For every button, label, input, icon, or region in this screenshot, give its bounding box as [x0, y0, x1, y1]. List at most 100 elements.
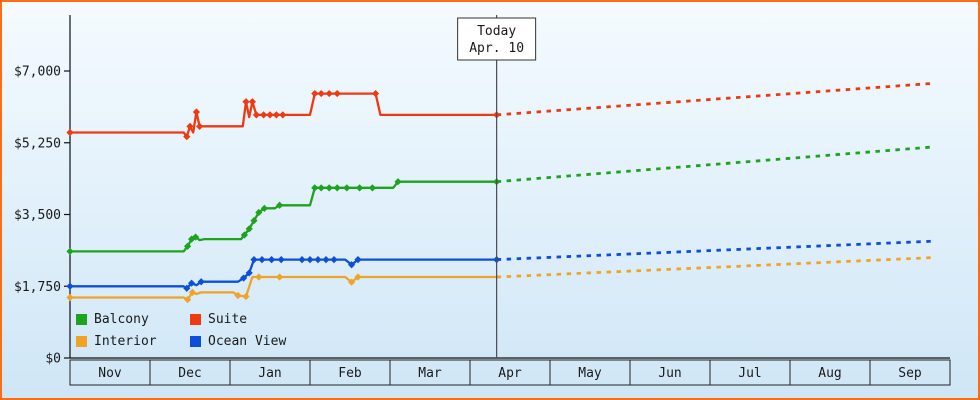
series-forecast-ocean-view — [496, 239, 935, 261]
series-forecast-balcony — [496, 145, 935, 184]
data-point-ocean-view — [250, 256, 258, 264]
data-point-ocean-view — [314, 256, 322, 264]
legend-item-balcony: Balcony — [76, 312, 190, 327]
y-tick-label: $3,500 — [14, 208, 61, 223]
legend-swatch-ocean-view — [190, 336, 201, 347]
data-point-suite — [311, 89, 319, 98]
series-forecast-suite — [496, 81, 935, 117]
legend-swatch-interior — [76, 336, 87, 347]
legend-label-suite: Suite — [208, 312, 248, 327]
data-point-ocean-view — [330, 256, 338, 264]
legend-swatch-balcony — [76, 314, 87, 325]
data-point-interior — [188, 288, 196, 296]
y-tick-label: $0 — [45, 352, 61, 367]
data-point-interior — [276, 273, 284, 281]
data-point-ocean-view — [322, 256, 330, 264]
x-axis-label-apr: Apr — [498, 366, 522, 381]
data-point-interior — [66, 293, 74, 302]
x-axis-label-feb: Feb — [338, 366, 362, 381]
legend-label-ocean-view: Ocean View — [208, 334, 287, 349]
data-point-balcony — [311, 184, 319, 192]
data-point-balcony — [368, 184, 376, 192]
series-line-interior — [68, 275, 498, 301]
data-point-suite — [325, 89, 333, 98]
data-point-ocean-view — [348, 261, 356, 269]
data-point-suite — [66, 128, 74, 137]
data-point-balcony — [343, 184, 351, 192]
data-point-balcony — [66, 247, 74, 255]
data-point-ocean-view — [183, 284, 191, 292]
x-axis-label-jan: Jan — [258, 366, 281, 381]
legend-item-ocean-view: Ocean View — [190, 334, 286, 349]
data-point-ocean-view — [306, 256, 314, 264]
x-axis-label-nov: Nov — [98, 366, 122, 381]
data-point-balcony — [245, 225, 253, 233]
series-forecast-interior — [496, 256, 935, 279]
x-axis-label-jul: Jul — [738, 366, 761, 381]
data-point-ocean-view — [240, 274, 248, 282]
data-point-suite — [272, 111, 280, 119]
data-point-ocean-view — [354, 256, 362, 264]
series-line-balcony — [68, 180, 498, 253]
data-point-balcony — [250, 217, 258, 225]
series-line-ocean-view — [68, 258, 498, 290]
data-point-balcony — [260, 204, 268, 212]
data-point-suite — [260, 111, 268, 119]
data-point-interior — [348, 278, 356, 286]
data-point-interior — [234, 291, 242, 300]
data-point-suite — [242, 98, 250, 106]
data-point-ocean-view — [258, 256, 266, 264]
x-axis-label-jun: Jun — [658, 366, 681, 381]
data-point-balcony — [325, 184, 333, 192]
data-point-ocean-view — [66, 282, 74, 290]
data-point-suite — [192, 108, 200, 116]
data-point-ocean-view — [245, 269, 253, 277]
data-point-interior — [184, 295, 192, 304]
data-point-balcony — [255, 208, 263, 217]
legend-item-interior: Interior — [76, 334, 190, 349]
data-point-ocean-view — [268, 256, 276, 264]
data-point-balcony — [240, 231, 248, 239]
legend: Balcony Suite Interior Ocean View — [76, 312, 286, 349]
data-point-suite — [186, 122, 194, 130]
today-label-line1: Today — [477, 24, 516, 39]
month-box-sep — [869, 359, 951, 386]
y-tick-label: $7,000 — [14, 65, 61, 80]
data-point-ocean-view — [277, 256, 285, 264]
data-point-balcony — [192, 233, 200, 241]
data-point-balcony — [333, 184, 341, 192]
data-point-suite — [183, 133, 191, 141]
x-axis-label-dec: Dec — [178, 366, 201, 381]
data-point-suite — [248, 98, 256, 106]
data-point-ocean-view — [188, 279, 196, 287]
x-axis-label-aug: Aug — [818, 366, 841, 381]
legend-label-interior: Interior — [94, 334, 157, 349]
data-point-balcony — [276, 201, 284, 209]
data-point-balcony — [394, 178, 402, 186]
data-point-balcony — [184, 242, 192, 250]
data-point-interior — [242, 292, 250, 301]
legend-label-balcony: Balcony — [94, 312, 149, 327]
y-tick-label: $5,250 — [14, 136, 61, 151]
data-point-ocean-view — [298, 256, 306, 264]
data-point-suite — [279, 111, 287, 119]
x-axis-label-mar: Mar — [418, 366, 442, 381]
data-point-suite — [252, 111, 260, 119]
data-point-suite — [317, 89, 325, 98]
data-point-ocean-view — [197, 278, 205, 286]
x-axis-label-may: May — [578, 366, 602, 381]
today-label-line2: Apr. 10 — [469, 41, 524, 56]
y-tick-label: $1,750 — [14, 280, 61, 295]
data-point-balcony — [317, 184, 325, 192]
data-point-suite — [333, 89, 341, 98]
data-point-balcony — [356, 184, 364, 192]
data-point-interior — [255, 273, 263, 281]
legend-swatch-suite — [190, 314, 201, 325]
data-point-suite — [196, 122, 204, 130]
data-point-suite — [372, 89, 380, 98]
data-point-interior — [354, 273, 362, 281]
data-point-suite — [266, 111, 274, 119]
x-axis-label-sep: Sep — [898, 366, 922, 381]
